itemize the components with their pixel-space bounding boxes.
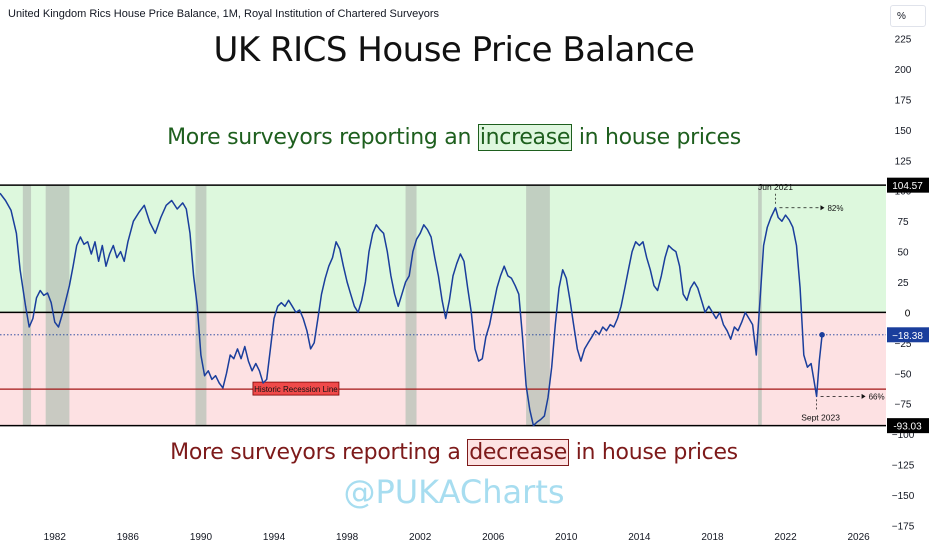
zero-tag-bg bbox=[887, 304, 929, 320]
upper-bound-tag: 104.57 bbox=[892, 181, 923, 192]
last-value-tag-bg bbox=[887, 327, 929, 343]
series-line bbox=[0, 192, 823, 427]
recession-line-label: Historic Recession Line bbox=[254, 385, 338, 394]
recession-band bbox=[526, 185, 550, 426]
y-tick-label: −75 bbox=[895, 400, 912, 411]
x-tick-label: 1982 bbox=[44, 532, 67, 543]
y-tick-label: 225 bbox=[895, 35, 912, 46]
increase-box: increase bbox=[477, 124, 573, 151]
subtitle-increase: More surveyors reporting an increase in … bbox=[0, 124, 908, 151]
x-tick-label: 2006 bbox=[482, 532, 505, 543]
x-tick-label: 2026 bbox=[847, 532, 870, 543]
x-tick-label: 2002 bbox=[409, 532, 432, 543]
x-tick-label: 1990 bbox=[190, 532, 213, 543]
y-tick-label: 75 bbox=[897, 217, 909, 228]
subtitle-increase-after: in house prices bbox=[572, 125, 741, 150]
recession-band bbox=[45, 185, 70, 426]
annotation-value-label: 82% bbox=[827, 204, 843, 213]
annotation-arrow-head bbox=[820, 205, 825, 211]
upper-bound-tag-bg bbox=[887, 177, 929, 193]
y-tick-label: 50 bbox=[897, 248, 909, 259]
recession-line-label-bg bbox=[252, 381, 340, 396]
y-tick-label: 200 bbox=[895, 65, 912, 76]
x-tick-label: 2014 bbox=[628, 532, 651, 543]
lower-bound-tag: -93.03 bbox=[893, 422, 922, 433]
subtitle-decrease-before: More surveyors reporting a bbox=[170, 440, 468, 465]
x-tick-label: 1998 bbox=[336, 532, 359, 543]
last-value-tag: −18.38 bbox=[892, 331, 923, 342]
zero-tag: 0 bbox=[905, 308, 911, 319]
recession-band bbox=[405, 185, 417, 426]
source-title: United Kingdom Rics House Price Balance,… bbox=[8, 8, 440, 20]
y-tick-label: −175 bbox=[892, 521, 915, 532]
chart-title: UK RICS House Price Balance bbox=[213, 30, 695, 70]
x-tick-label: 2018 bbox=[701, 532, 724, 543]
unit-selector[interactable]: % bbox=[890, 5, 926, 27]
last-value-point bbox=[819, 331, 825, 338]
subtitle-decrease: More surveyors reporting a decrease in h… bbox=[0, 439, 908, 466]
x-tick-label: 2010 bbox=[555, 532, 578, 543]
annotation-date-label: Sept 2023 bbox=[801, 412, 840, 422]
subtitle-increase-before: More surveyors reporting an bbox=[167, 125, 478, 150]
watermark: @PUKACharts bbox=[343, 473, 565, 511]
y-tick-label: −25 bbox=[895, 339, 912, 350]
y-tick-label: 150 bbox=[895, 126, 912, 137]
x-tick-label: 1994 bbox=[263, 532, 286, 543]
annotation-value-label: 66% bbox=[869, 392, 885, 401]
annotation-date-label: Jun 2021 bbox=[758, 182, 793, 192]
y-tick-label: −125 bbox=[892, 461, 915, 472]
y-tick-label: 175 bbox=[895, 95, 912, 106]
x-tick-label: 2022 bbox=[774, 532, 797, 543]
y-tick-label: −150 bbox=[892, 491, 915, 502]
positive-zone bbox=[0, 185, 886, 313]
recession-band bbox=[195, 185, 207, 426]
decrease-box: decrease bbox=[467, 439, 570, 466]
lower-bound-tag-bg bbox=[887, 418, 929, 434]
x-tick-label: 1986 bbox=[117, 532, 140, 543]
y-tick-label: −50 bbox=[895, 369, 912, 380]
y-tick-label: 25 bbox=[897, 278, 909, 289]
annotation-arrow-head bbox=[861, 393, 866, 399]
y-tick-label: −100 bbox=[892, 430, 915, 441]
y-tick-label: 125 bbox=[895, 156, 912, 167]
subtitle-decrease-after: in house prices bbox=[569, 440, 738, 465]
recession-band bbox=[22, 185, 32, 426]
